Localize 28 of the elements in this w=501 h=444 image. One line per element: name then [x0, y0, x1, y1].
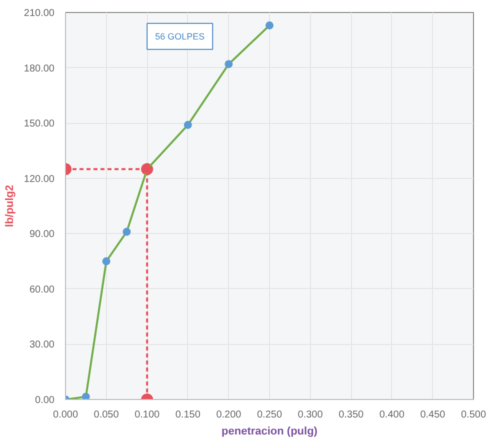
x-tick-label: 0.100: [134, 410, 160, 420]
x-tick-label: 0.350: [338, 410, 364, 420]
y-tick-label: 150.00: [24, 118, 55, 130]
x-tick-label: 0.500: [460, 410, 486, 420]
y-tick-label: 90.00: [29, 229, 55, 240]
point: [102, 257, 110, 266]
y-tick-label: 210.00: [24, 8, 55, 19]
x-tick-label: 0.150: [175, 410, 201, 420]
x-tick-label: 0.250: [256, 410, 282, 420]
y-tick-label: 120.00: [24, 174, 55, 185]
y-axis-title: lb/pulg2: [4, 184, 16, 228]
y-tick-label: 60.00: [29, 284, 55, 296]
point: [82, 392, 90, 400]
point: [224, 60, 233, 68]
x-axis-title: penetracion (pulg): [222, 426, 318, 438]
point: [266, 21, 274, 30]
x-tick-label: 0.300: [298, 410, 324, 420]
point: [122, 228, 131, 236]
y-tick-label: 30.00: [29, 340, 55, 351]
x-tick-label: 0.400: [379, 410, 405, 420]
y-tick-label: 180.00: [24, 63, 55, 74]
y-tick-label: 0.00: [35, 395, 55, 406]
annotation: 56 GOLPES: [155, 31, 205, 42]
x-tick-label: 0.000: [52, 410, 78, 420]
x-tick-label: 0.450: [420, 410, 446, 420]
x-tick-label: 0.050: [94, 410, 120, 420]
x-tick-label: 0.200: [216, 410, 242, 420]
point: [184, 120, 192, 129]
